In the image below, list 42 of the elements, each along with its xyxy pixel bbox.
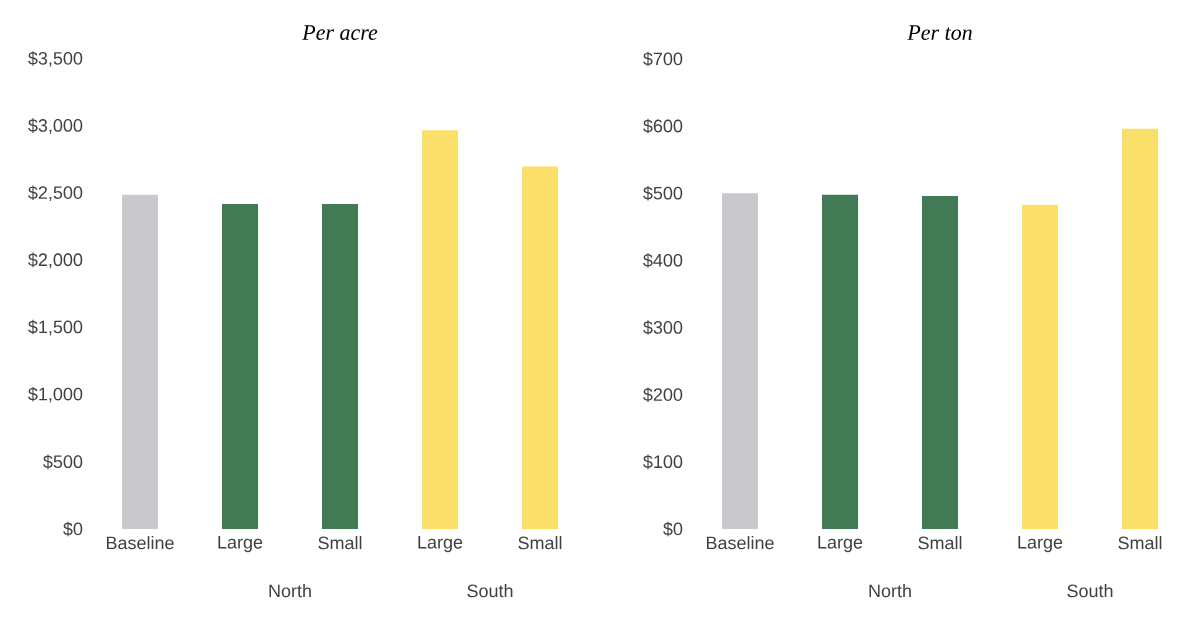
x-tick-label: Large — [818, 536, 863, 553]
y-tick-label: $500 — [643, 186, 683, 201]
chart-title: Per acre — [302, 25, 378, 40]
x-tick-label: Large — [218, 536, 263, 553]
bar — [222, 204, 259, 529]
x-tick-label: Baseline — [106, 536, 174, 550]
bar — [1022, 204, 1059, 529]
x-tick-label: Small — [1118, 536, 1162, 550]
y-tick-label: $100 — [643, 454, 683, 470]
text: South — [467, 584, 513, 598]
x-tick-label: Baseline — [706, 536, 774, 550]
chart-title: Per ton — [907, 25, 972, 40]
x-tick-label: Large — [418, 536, 463, 553]
y-tick-label: $600 — [643, 118, 683, 134]
bar — [522, 166, 559, 529]
text: North — [869, 584, 911, 598]
bar — [722, 193, 759, 529]
y-tick-label: $500 — [43, 454, 83, 470]
x-tick-label: Small — [318, 536, 362, 550]
x-tick-label: Large — [1018, 536, 1063, 553]
y-tick-label: $2,500 — [28, 185, 83, 202]
bar — [422, 130, 459, 529]
bar — [822, 194, 859, 529]
y-tick-label: $3,000 — [28, 118, 83, 134]
y-tick-label: $300 — [643, 320, 683, 335]
y-tick-label: $700 — [643, 51, 683, 67]
y-tick-label: $200 — [643, 387, 683, 403]
x-tick-label: Small — [518, 536, 562, 550]
x-tick-label: Small — [918, 536, 962, 550]
bar — [122, 194, 159, 529]
text: North — [269, 584, 311, 598]
text: South — [1067, 584, 1113, 598]
y-tick-label: $0 — [63, 521, 83, 537]
bar — [1122, 128, 1159, 529]
y-tick-label: $0 — [663, 521, 683, 537]
bar — [322, 204, 359, 529]
bar — [922, 195, 959, 529]
y-tick-label: $1,500 — [28, 319, 83, 336]
y-tick-label: $1,000 — [28, 386, 83, 403]
y-tick-label: $2,000 — [28, 252, 83, 269]
y-tick-label: $400 — [643, 253, 683, 268]
y-tick-label: $3,500 — [28, 51, 83, 67]
